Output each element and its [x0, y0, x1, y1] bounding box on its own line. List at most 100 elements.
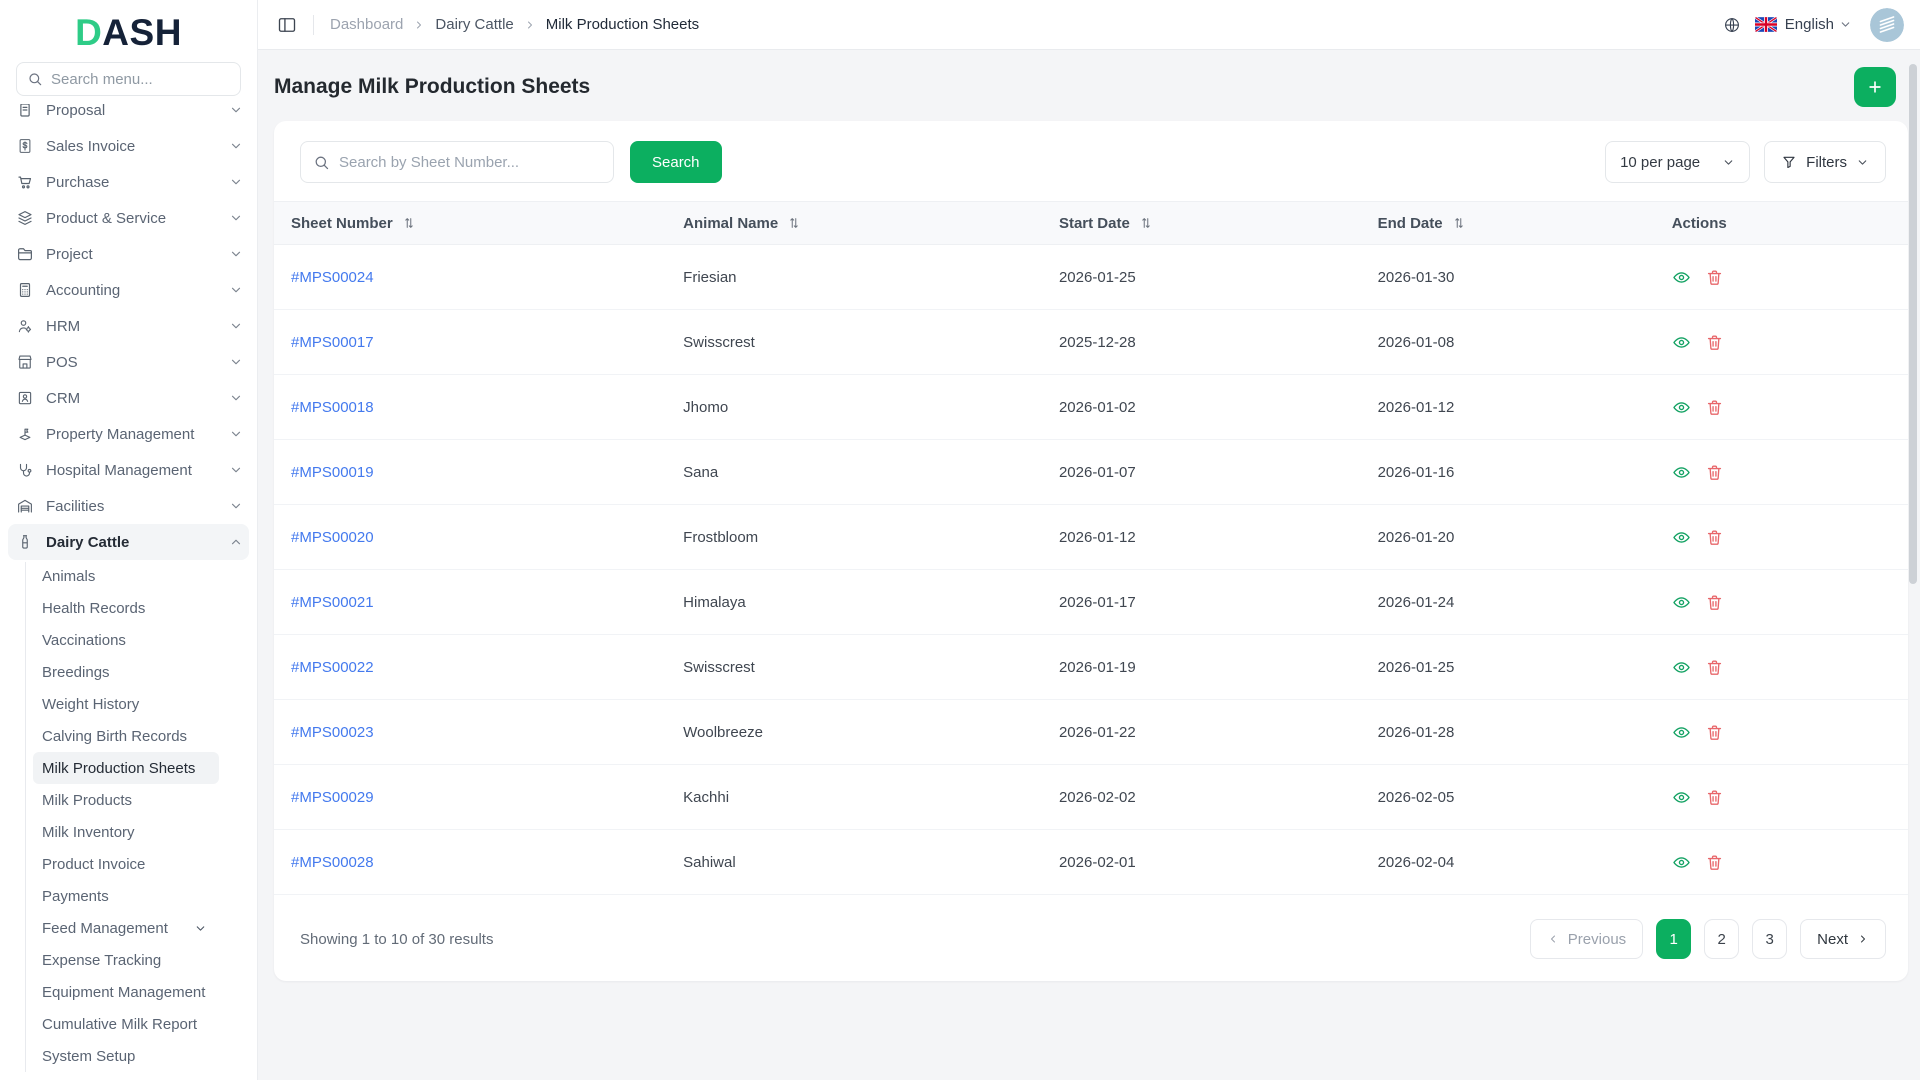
view-button[interactable]	[1672, 593, 1691, 612]
eye-icon	[1672, 463, 1691, 482]
sidebar-subitem-feed-management[interactable]: Feed Management	[0, 912, 257, 944]
sidebar-subitem-calving-birth-records[interactable]: Calving Birth Records	[0, 720, 257, 752]
start-date-cell: 2026-01-19	[1041, 634, 1361, 700]
sidebar-item-dairy-cattle[interactable]: Dairy Cattle	[8, 524, 249, 560]
globe-icon[interactable]	[1723, 16, 1741, 34]
sidebar-subitem-milk-production-sheets[interactable]: Milk Production Sheets	[33, 752, 219, 784]
sidebar-item-facilities[interactable]: Facilities	[0, 488, 257, 524]
sidebar-subitem-label: Feed Management	[42, 919, 168, 937]
chevron-down-icon	[229, 427, 243, 441]
sidebar-subitem-expense-tracking[interactable]: Expense Tracking	[0, 944, 257, 976]
sidebar-subitem-animals[interactable]: Animals	[0, 560, 257, 592]
delete-button[interactable]	[1705, 723, 1724, 742]
sidebar-item-crm[interactable]: CRM	[0, 380, 257, 416]
sheet-number-link[interactable]: #MPS00028	[291, 853, 374, 871]
sheet-number-link[interactable]: #MPS00023	[291, 723, 374, 741]
sheet-number-link[interactable]: #MPS00029	[291, 788, 374, 806]
breadcrumb-item-dashboard[interactable]: Dashboard	[330, 16, 404, 33]
view-button[interactable]	[1672, 788, 1691, 807]
eye-icon	[1672, 853, 1691, 872]
page-button-2[interactable]: 2	[1704, 919, 1740, 959]
sidebar-item-sales-invoice[interactable]: Sales Invoice	[0, 128, 257, 164]
sidebar-search-input[interactable]	[51, 70, 230, 88]
sidebar-subitem-weight-history[interactable]: Weight History	[0, 688, 257, 720]
sheet-number-link[interactable]: #MPS00019	[291, 463, 374, 481]
sheet-number-link[interactable]: #MPS00022	[291, 658, 374, 676]
sheet-number-link[interactable]: #MPS00018	[291, 398, 374, 416]
avatar[interactable]	[1870, 7, 1904, 42]
sidebar-subitem-cumulative-milk-report[interactable]: Cumulative Milk Report	[0, 1008, 257, 1040]
sidebar-item-project[interactable]: Project	[0, 236, 257, 272]
funnel-icon	[1781, 154, 1797, 170]
column-label: Sheet Number	[291, 214, 393, 232]
sidebar-subitem-milk-inventory[interactable]: Milk Inventory	[0, 816, 257, 848]
next-page-button[interactable]: Next	[1800, 919, 1886, 959]
column-header-end-date[interactable]: End Date	[1360, 201, 1655, 245]
sidebar-item-hospital-management[interactable]: Hospital Management	[0, 452, 257, 488]
previous-page-button[interactable]: Previous	[1529, 919, 1644, 959]
search-icon	[27, 71, 43, 87]
delete-button[interactable]	[1705, 333, 1724, 352]
page-button-1[interactable]: 1	[1656, 919, 1692, 959]
sidebar-item-product-service[interactable]: Product & Service	[0, 200, 257, 236]
view-button[interactable]	[1672, 333, 1691, 352]
sidebar-subitem-product-invoice[interactable]: Product Invoice	[0, 848, 257, 880]
sidebar-item-hrm[interactable]: HRM	[0, 308, 257, 344]
view-button[interactable]	[1672, 463, 1691, 482]
start-date-cell: 2025-12-28	[1041, 309, 1361, 375]
end-date-cell: 2026-02-04	[1360, 829, 1655, 895]
sheet-number-cell: #MPS00021	[274, 569, 667, 635]
sheet-number-link[interactable]: #MPS00024	[291, 268, 374, 286]
sheet-number-link[interactable]: #MPS00021	[291, 593, 374, 611]
sidebar-item-proposal[interactable]: Proposal	[0, 104, 257, 128]
delete-button[interactable]	[1705, 398, 1724, 417]
add-sheet-button[interactable]	[1854, 67, 1896, 107]
delete-button[interactable]	[1705, 593, 1724, 612]
view-button[interactable]	[1672, 268, 1691, 287]
sidebar-subitem-equipment-management[interactable]: Equipment Management	[0, 976, 257, 1008]
chevron-down-icon	[229, 139, 243, 153]
project-icon	[16, 245, 34, 263]
sidebar-item-purchase[interactable]: Purchase	[0, 164, 257, 200]
chevron-down-icon	[229, 463, 243, 477]
chevron-down-icon	[229, 175, 243, 189]
page-button-3[interactable]: 3	[1752, 919, 1788, 959]
delete-button[interactable]	[1705, 268, 1724, 287]
sidebar-subitem-milk-products[interactable]: Milk Products	[0, 784, 257, 816]
sidebar-subitem-vaccinations[interactable]: Vaccinations	[0, 624, 257, 656]
filters-button[interactable]: Filters	[1764, 141, 1886, 183]
column-header-sheet-number[interactable]: Sheet Number	[274, 201, 667, 245]
view-button[interactable]	[1672, 723, 1691, 742]
delete-button[interactable]	[1705, 788, 1724, 807]
sidebar-toggle-icon[interactable]	[277, 15, 297, 35]
delete-button[interactable]	[1705, 853, 1724, 872]
view-button[interactable]	[1672, 853, 1691, 872]
per-page-select[interactable]: 10 per page	[1605, 141, 1751, 183]
sheet-number-link[interactable]: #MPS00017	[291, 333, 374, 351]
sidebar-subitem-system-setup[interactable]: System Setup	[0, 1040, 257, 1072]
column-header-start-date[interactable]: Start Date	[1041, 201, 1361, 245]
view-button[interactable]	[1672, 658, 1691, 677]
breadcrumb-item-dairy-cattle[interactable]: Dairy Cattle	[435, 16, 514, 33]
sheet-number-link[interactable]: #MPS00020	[291, 528, 374, 546]
search-button[interactable]: Search	[630, 141, 722, 183]
sidebar-item-accounting[interactable]: Accounting	[0, 272, 257, 308]
sheet-search-input[interactable]	[339, 153, 601, 171]
column-header-animal-name[interactable]: Animal Name	[666, 201, 1042, 245]
view-button[interactable]	[1672, 398, 1691, 417]
sidebar-subitem-health-records[interactable]: Health Records	[0, 592, 257, 624]
language-switcher[interactable]: English	[1741, 16, 1852, 33]
chevron-down-icon	[1722, 156, 1735, 169]
delete-button[interactable]	[1705, 463, 1724, 482]
sidebar-subitem-breedings[interactable]: Breedings	[0, 656, 257, 688]
view-button[interactable]	[1672, 528, 1691, 547]
sidebar-item-property-management[interactable]: Property Management	[0, 416, 257, 452]
delete-button[interactable]	[1705, 528, 1724, 547]
sidebar-item-label: Sales Invoice	[46, 137, 136, 155]
sidebar-subitem-payments[interactable]: Payments	[0, 880, 257, 912]
chevron-up-icon	[229, 535, 243, 549]
window-scrollbar[interactable]	[1909, 64, 1917, 584]
sidebar-item-pos[interactable]: POS	[0, 344, 257, 380]
delete-button[interactable]	[1705, 658, 1724, 677]
table-header-row: Sheet Number Animal Name Start Date End Dat…	[274, 201, 1908, 245]
